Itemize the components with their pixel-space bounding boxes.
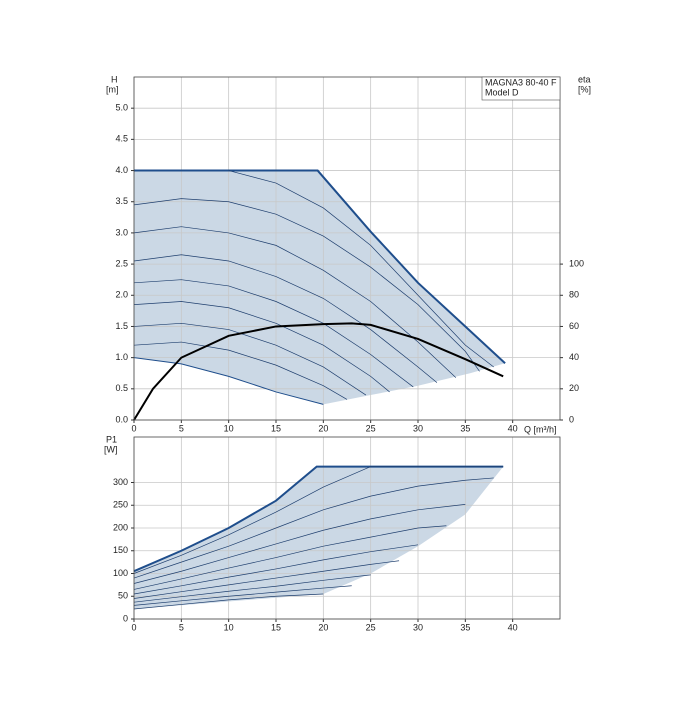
x-tick-label: 25 [366,423,376,433]
y-tick-label: 1.0 [115,352,128,362]
y2-tick-label: 0 [569,414,574,424]
y-tick-label: 250 [113,500,128,510]
x-tick-label: 10 [224,622,234,632]
model-name: MAGNA3 80-40 F [485,77,557,87]
y-tick-label: 2.0 [115,290,128,300]
y-tick-label: 4.5 [115,134,128,144]
curve [133,465,504,573]
x-tick-label: 0 [131,423,136,433]
curve [133,198,480,372]
y2-axis-unit: [%] [578,84,591,94]
y-axis-unit: [m] [106,84,119,94]
curve [133,254,438,383]
y-tick-label: 3.0 [115,227,128,237]
model-variant: Model D [485,87,519,97]
curve [133,279,414,388]
curve [228,170,494,368]
x-tick-label: 20 [318,423,328,433]
curve [133,226,457,378]
y-axis-unit: [W] [104,444,118,454]
y-tick-label: 100 [113,568,128,578]
curve [133,593,324,610]
x-tick-label: 5 [179,622,184,632]
plot-frame [133,76,561,421]
curve [133,466,504,574]
y-tick-label: 4.0 [115,165,128,175]
x-tick-label: 0 [131,622,136,632]
curve [133,341,348,400]
y2-tick-label: 60 [569,321,579,331]
x-tick-label: 35 [460,423,470,433]
curve [133,574,371,603]
x-tick-label: 30 [413,423,423,433]
curve [133,301,390,393]
y2-tick-label: 80 [569,290,579,300]
x-tick-label: 20 [318,622,328,632]
curve [133,357,324,405]
curve [133,560,400,599]
curve [134,169,506,364]
model-box [481,76,561,101]
x-tick-label: 15 [271,423,281,433]
x-tick-label: 5 [179,423,184,433]
curve [133,503,466,584]
y-tick-label: 300 [113,477,128,487]
curve [133,477,494,579]
curve [133,322,367,396]
y-tick-label: 50 [118,591,128,601]
y2-tick-label: 40 [569,352,579,362]
y-axis-label: H [111,74,118,84]
curve [133,322,504,421]
y2-tick-label: 100 [569,258,584,268]
y-tick-label: 0.5 [115,383,128,393]
x-tick-label: 40 [508,423,518,433]
y-tick-label: 1.5 [115,321,128,331]
curve [133,585,352,606]
y2-axis-label: eta [578,74,591,84]
x-tick-label: 10 [224,423,234,433]
x-tick-label: 35 [460,622,470,632]
y-tick-label: 3.5 [115,196,128,206]
y-tick-label: 200 [113,522,128,532]
y-tick-label: 2.5 [115,258,128,268]
curve [133,544,419,595]
x-axis-label: Q [m³/h] [524,424,557,434]
x-tick-label: 40 [508,622,518,632]
curve [133,525,447,590]
y-axis-label: P1 [106,434,117,444]
x-tick-label: 15 [271,622,281,632]
x-tick-label: 25 [366,622,376,632]
y-tick-label: 0 [123,613,128,623]
y2-tick-label: 20 [569,383,579,393]
operating-region [134,170,506,405]
y-tick-label: 5.0 [115,103,128,113]
y-tick-label: 150 [113,545,128,555]
x-tick-label: 30 [413,622,423,632]
plot-frame [133,436,561,620]
y-tick-label: 0.0 [115,414,128,424]
